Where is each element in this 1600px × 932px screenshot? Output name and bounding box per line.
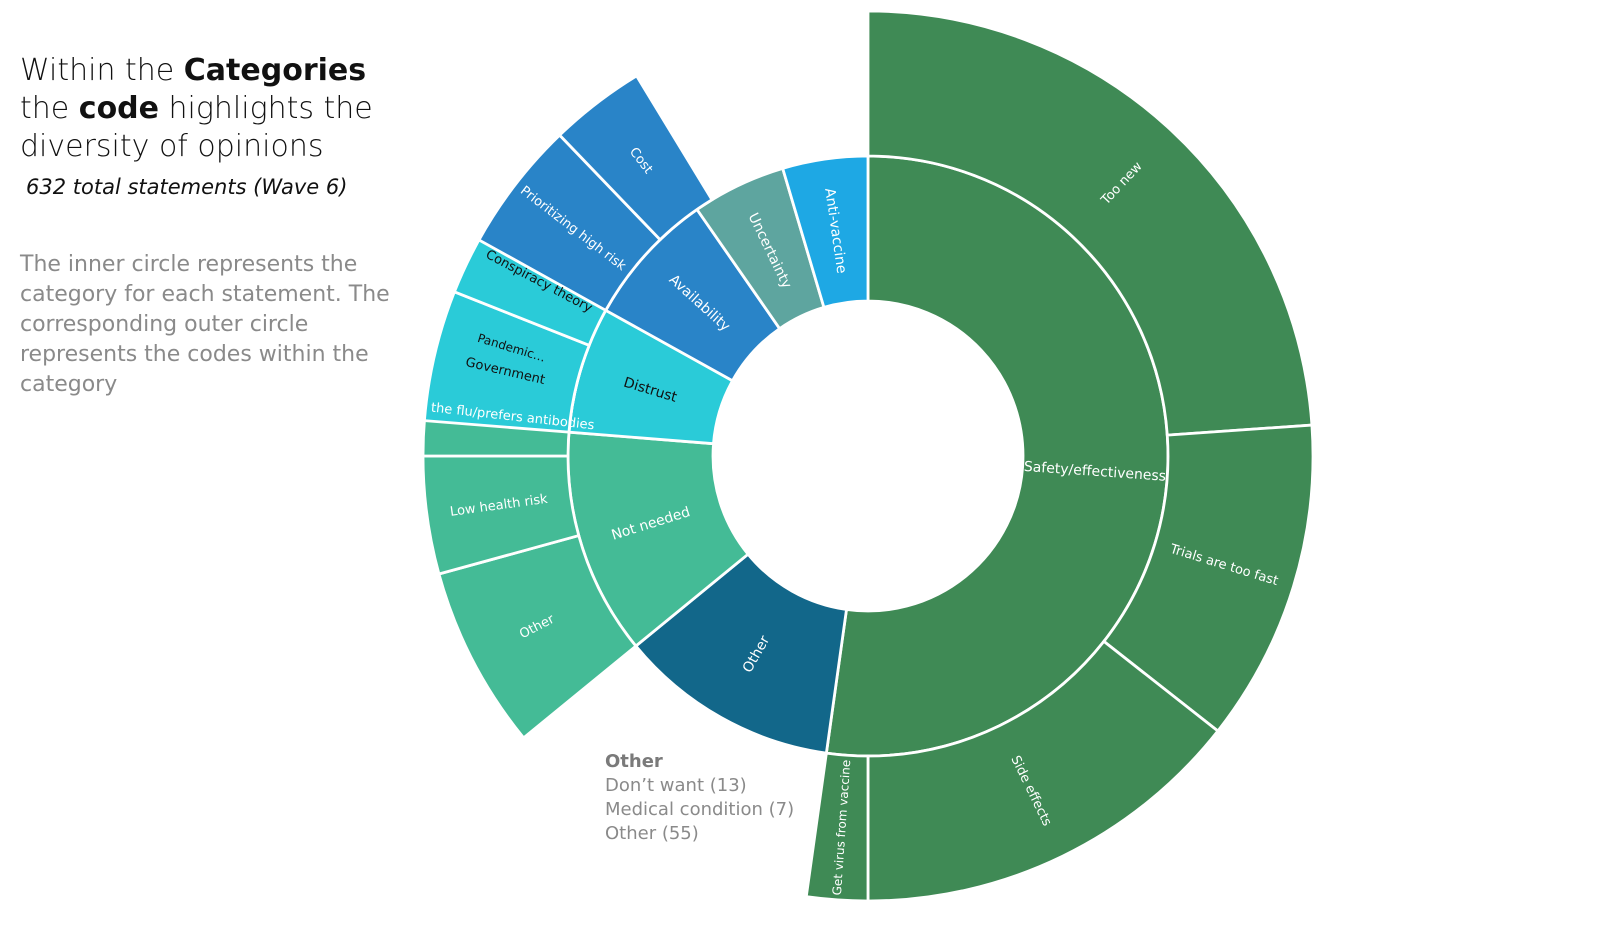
- subtitle: 632 total statements (Wave 6): [26, 175, 348, 199]
- other-annotation: Other Don’t want (13) Medical condition …: [605, 750, 794, 846]
- other-annotation-item: Medical condition (7): [605, 799, 795, 820]
- outer-segment-get-virus-from-vaccine[interactable]: [804, 751, 870, 903]
- inner-ring: [566, 154, 1170, 758]
- other-annotation-item: Other (55): [605, 823, 699, 844]
- headline: Within the Categories the code highlight…: [20, 53, 373, 164]
- outer-segment-cost[interactable]: [557, 73, 714, 242]
- outer-segment-too-new[interactable]: [866, 9, 1314, 437]
- other-annotation-title: Other: [605, 751, 663, 772]
- other-annotation-item: Don’t want (13): [605, 775, 747, 796]
- description: The inner circle represents the category…: [20, 252, 390, 397]
- outer-ring: [421, 9, 1315, 903]
- inner-segment-anti-vaccine[interactable]: [780, 154, 870, 310]
